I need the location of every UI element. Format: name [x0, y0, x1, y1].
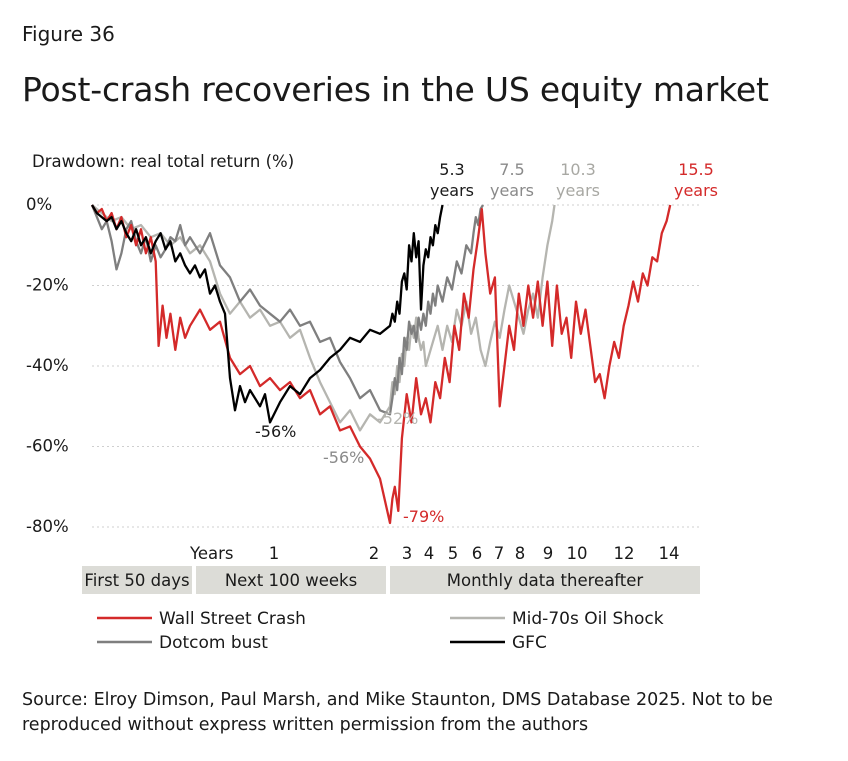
- figure-label: Figure 36: [22, 22, 115, 46]
- trough-label: -56%: [323, 448, 364, 467]
- y-tick-label: -40%: [26, 356, 69, 375]
- period-band: [196, 566, 386, 594]
- trough-label: -52%: [377, 409, 418, 428]
- recovery-years-label: 7.5: [499, 160, 524, 179]
- x-tick-label: 14: [659, 544, 680, 563]
- x-tick-label: 8: [515, 544, 526, 563]
- legend-label: GFC: [512, 633, 547, 653]
- chart-area: 0% -20% -40% -60% -80% Drawdown: real total …: [26, 152, 718, 653]
- chart-title: Post-crash recoveries in the US equity m…: [22, 70, 769, 109]
- trough-label: -56%: [255, 422, 296, 441]
- x-tick-label: 10: [567, 544, 588, 563]
- period-band-label: Next 100 weeks: [225, 571, 357, 590]
- x-axis-label: Years: [189, 544, 234, 563]
- y-tick-label: -80%: [26, 517, 69, 536]
- x-tick-label: 4: [424, 544, 435, 563]
- recovery-unit-label: years: [556, 181, 600, 200]
- x-tick-label: 5: [448, 544, 459, 563]
- period-band-label: Monthly data thereafter: [447, 571, 644, 590]
- x-tick-label: 2: [369, 544, 380, 563]
- grid-layer: [92, 204, 700, 528]
- period-band: [390, 566, 700, 594]
- recovery-years-label: 5.3: [439, 160, 464, 179]
- series-line-mid-70s-oil-shock: [91, 204, 556, 432]
- x-axis: Years 1 2 3 4 5 6 7 8 9 10 12 14: [189, 544, 680, 563]
- y-tick-label: -20%: [26, 276, 69, 295]
- x-tick-label: 6: [472, 544, 483, 563]
- recovery-unit-label: years: [674, 181, 718, 200]
- series-line-dotcom-bust: [90, 204, 484, 416]
- x-tick-label: 7: [494, 544, 505, 563]
- recovery-unit-label: years: [430, 181, 474, 200]
- x-tick-label: 9: [543, 544, 554, 563]
- annotations-layer: 5.3 years 7.5 years 10.3 years 15.5 years -56% -5…: [255, 160, 718, 526]
- x-tick-label: 12: [614, 544, 635, 563]
- recovery-years-label: 15.5: [678, 160, 714, 179]
- series-line-wall-street-crash: [91, 204, 672, 525]
- series-layer: [90, 204, 672, 525]
- period-band-label: First 50 days: [84, 571, 189, 590]
- y-tick-label: -60%: [26, 437, 69, 456]
- recovery-years-label: 10.3: [560, 160, 596, 179]
- legend-label: Dotcom bust: [159, 633, 268, 653]
- recovery-unit-label: years: [490, 181, 534, 200]
- y-tick-label: 0%: [26, 195, 52, 214]
- x-tick-label: 3: [402, 544, 413, 563]
- series-line-gfc: [91, 204, 444, 424]
- legend-label: Wall Street Crash: [159, 609, 306, 629]
- x-tick-label: 1: [269, 544, 280, 563]
- legend-label: Mid-70s Oil Shock: [512, 609, 664, 629]
- y-axis: 0% -20% -40% -60% -80%: [26, 195, 69, 536]
- period-bands: First 50 days Next 100 weeks Monthly data …: [82, 566, 700, 594]
- legend: Wall Street Crash Dotcom bust Mid-70s Oil …: [97, 609, 664, 653]
- y-axis-label: Drawdown: real total return (%): [32, 152, 294, 171]
- trough-label: -79%: [403, 507, 444, 526]
- source-note: Source: Elroy Dimson, Paul Marsh, and Mi…: [22, 690, 773, 735]
- period-band: [82, 566, 192, 594]
